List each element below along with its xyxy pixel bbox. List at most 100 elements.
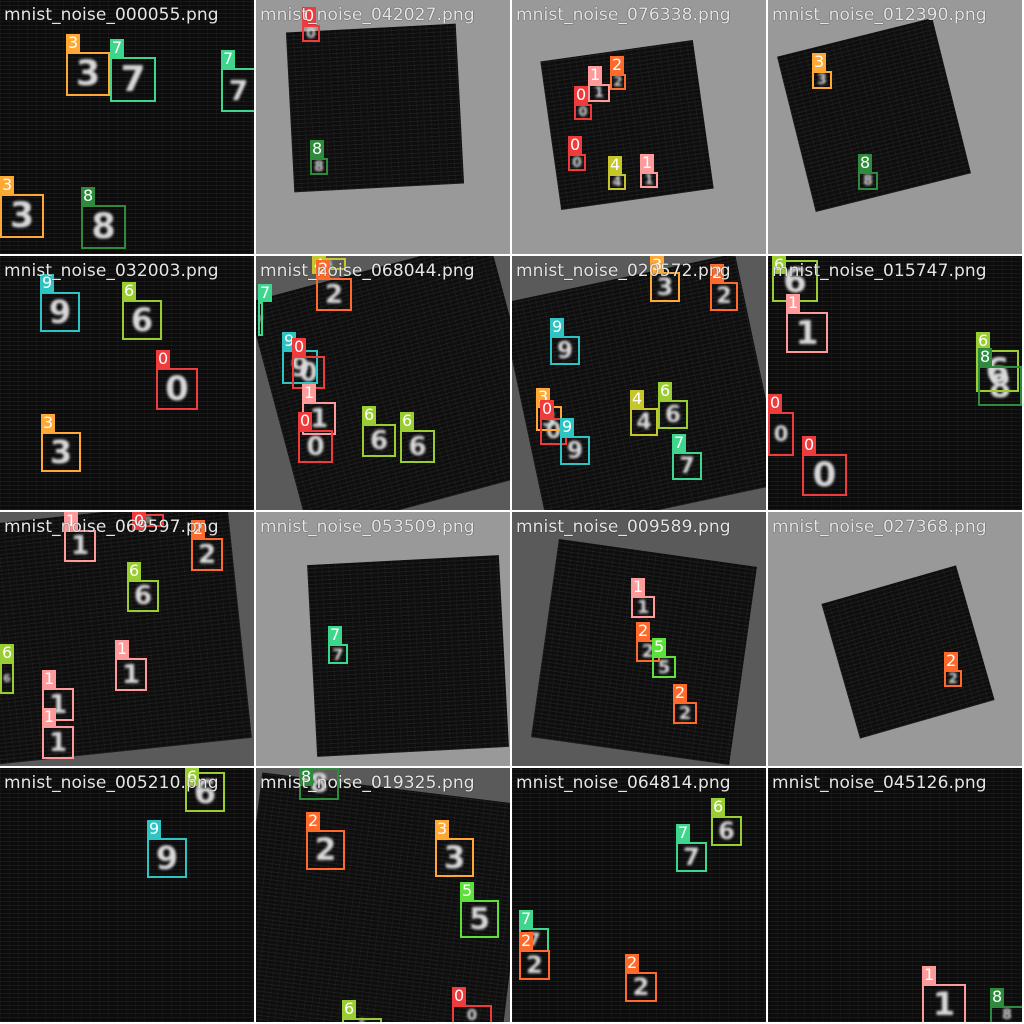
digit-glyph: 7 (257, 314, 264, 324)
image-filename: mnist_noise_019325.png (260, 773, 475, 793)
class-label-tag: 1 (302, 383, 317, 402)
bounding-box (0, 662, 14, 694)
image-filename: mnist_noise_064814.png (516, 773, 731, 793)
bounding-box (185, 772, 225, 812)
digit-glyph: 0 (165, 369, 189, 409)
digit-glyph: 1 (795, 313, 819, 352)
digit-glyph: 0 (306, 25, 316, 42)
class-label-tag: 7 (258, 283, 273, 302)
class-label-tag: 2 (625, 953, 640, 972)
digit-glyph: 2 (632, 973, 650, 1001)
class-label-tag: 1 (640, 153, 655, 172)
bounding-box (362, 424, 396, 457)
class-label-tag: 0 (802, 435, 817, 454)
digit-glyph: 0 (545, 419, 562, 444)
digit-glyph: 2 (678, 702, 692, 724)
bounding-box (147, 838, 187, 878)
digit-glyph: 7 (332, 644, 344, 664)
noise-background (768, 768, 1022, 1022)
bounding-box (42, 726, 74, 759)
bounding-box (0, 194, 44, 238)
digit-glyph: 0 (572, 154, 582, 171)
digit-glyph: 9 (290, 351, 310, 383)
image-filename: mnist_noise_012390.png (772, 5, 987, 25)
bounding-box (608, 174, 626, 190)
digit-glyph: 3 (49, 433, 73, 471)
digit-glyph: 1 (70, 531, 90, 561)
class-label-tag: 7 (110, 38, 125, 57)
digit-glyph: 3 (817, 72, 827, 88)
class-label-tag: 1 (115, 639, 130, 658)
digit-glyph: 3 (9, 196, 35, 236)
image-filename: mnist_noise_042027.png (260, 5, 475, 25)
bounding-box (66, 52, 110, 96)
class-label-tag: 1 (64, 512, 79, 530)
bounding-box (976, 350, 1019, 392)
digit-glyph: 2 (526, 951, 543, 979)
digit-glyph: 6 (3, 671, 11, 685)
digit-glyph: 4 (612, 174, 622, 190)
class-label-tag: 7 (221, 49, 236, 68)
bounding-box (658, 400, 688, 429)
class-label-tag: 3 (650, 256, 665, 274)
bounding-box (812, 71, 832, 89)
class-label-tag: 8 (858, 153, 873, 172)
digit-glyph: 2 (641, 640, 655, 662)
digit-glyph: 8 (309, 769, 329, 799)
digit-glyph: 0 (466, 1005, 478, 1023)
digit-glyph: 8 (988, 367, 1012, 405)
bounding-box (110, 57, 156, 102)
bounding-box (673, 702, 697, 724)
mosaic-tile: mnist_noise_015747.png 6 6 1 1 6 6 8 8 0 0 0 0 (768, 256, 1022, 510)
class-label-tag: 8 (978, 347, 993, 366)
class-label-tag: 2 (306, 811, 321, 830)
digit-glyph: 1 (932, 985, 956, 1022)
class-label-tag: 1 (588, 65, 603, 84)
digit-glyph: 1 (48, 727, 68, 758)
image-filename: mnist_noise_005210.png (4, 773, 219, 793)
digit-glyph: 7 (683, 843, 700, 871)
digit-glyph: 6 (664, 401, 681, 428)
class-label-tag: 7 (676, 823, 691, 842)
digit-glyph: 7 (228, 73, 249, 107)
bounding-box (400, 430, 435, 463)
class-label-tag: 2 (944, 651, 959, 670)
mosaic-tile: mnist_noise_012390.png 3 3 8 8 (768, 0, 1022, 254)
class-label-tag: 2 (519, 931, 534, 950)
digit-glyph: 6 (718, 817, 735, 845)
digit-glyph: 5 (657, 656, 671, 678)
class-label-tag: 4 (608, 155, 623, 174)
image-filename: mnist_noise_069597.png (4, 517, 219, 537)
class-label-tag: 6 (362, 405, 377, 424)
mosaic-tile: mnist_noise_000055.png 3 3 7 7 7 7 3 3 8 8 (0, 0, 254, 254)
bounding-box (40, 292, 80, 332)
class-label-tag: 2 (610, 55, 625, 74)
class-label-tag: 6 (976, 331, 991, 350)
class-label-tag: 5 (652, 637, 667, 656)
image-filename: mnist_noise_076338.png (516, 5, 731, 25)
digit-glyph: 6 (369, 425, 389, 456)
digit-glyph: 2 (716, 284, 732, 309)
class-label-tag: 3 (66, 33, 81, 52)
class-label-tag: 5 (460, 881, 475, 900)
digit-glyph: 1 (594, 85, 604, 101)
mosaic-tile: mnist_noise_042027.png 0 0 8 8 (256, 0, 510, 254)
class-label-tag: 8 (990, 987, 1005, 1006)
mosaic-tile: mnist_noise_064814.png 6 6 7 7 7 7 2 2 2 2 (512, 768, 766, 1022)
class-label-tag: 0 (574, 85, 589, 104)
class-label-tag: 2 (191, 519, 206, 538)
class-label-tag: 3 (812, 52, 827, 71)
class-label-tag: 2 (673, 683, 688, 702)
bounding-box (768, 412, 794, 456)
class-label-tag: 1 (631, 577, 646, 596)
digit-glyph: 6 (783, 261, 807, 301)
image-filename: mnist_noise_020572.png (516, 261, 731, 281)
digit-glyph: 0 (578, 104, 588, 120)
class-label-tag: 8 (81, 186, 96, 205)
bounding-box (122, 300, 162, 340)
class-label-tag: 0 (132, 512, 147, 530)
bounding-box (127, 580, 159, 612)
class-label-tag: 3 (435, 819, 450, 838)
bounding-box (452, 1005, 492, 1022)
